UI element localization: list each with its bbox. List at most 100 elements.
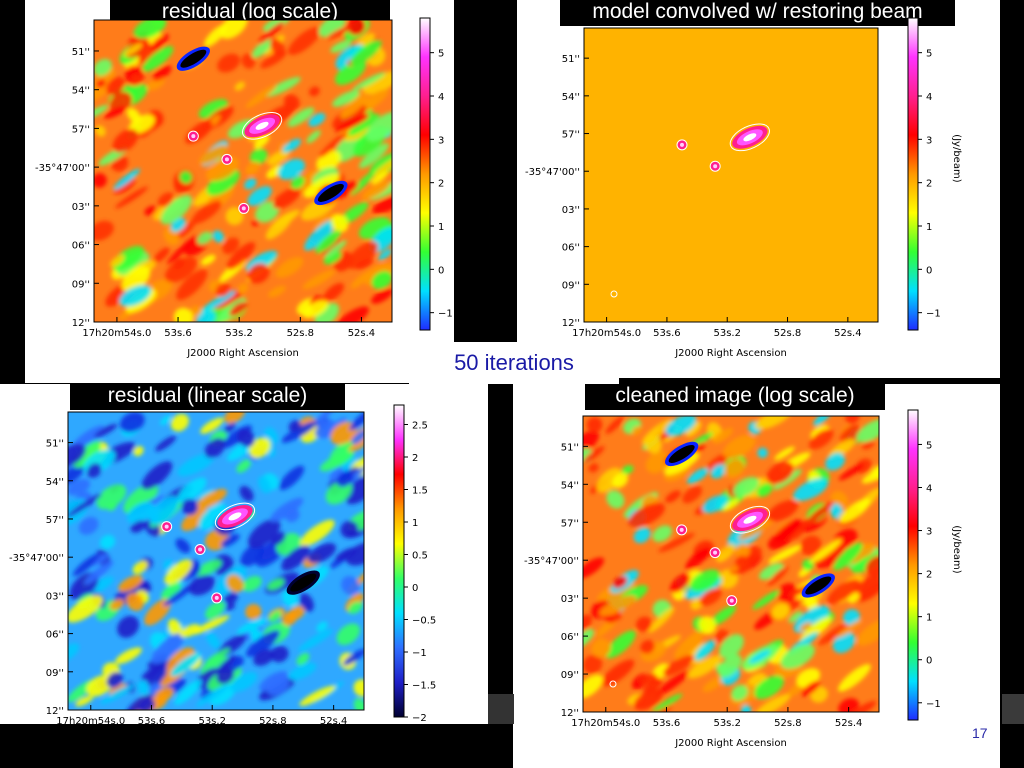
colorbar-tick-label: 1.5 [412, 486, 428, 497]
source-bright-source [729, 505, 771, 534]
negative-lobe [314, 180, 348, 206]
source-compact-source-A [676, 139, 688, 151]
negative-lobe [286, 570, 320, 595]
colorbar-tick-label: 2 [926, 570, 932, 581]
colorbar-tick-label: 0.5 [412, 551, 428, 562]
source-compact-source-B [709, 160, 721, 172]
colorbar-tick-label: −1 [926, 309, 941, 320]
colorbar-tick-label: 1 [926, 222, 932, 233]
colorbar-label: (Jy/beam) [951, 134, 962, 183]
colorbar-tick-label: 2 [926, 179, 932, 190]
colorbar-tick-label: 3 [926, 527, 932, 538]
colorbar-tick-label: −2 [412, 713, 427, 724]
y-tick-label: 09'' [46, 668, 64, 679]
decorative-strip-right [1002, 694, 1024, 724]
source-compact-source-B [221, 153, 233, 165]
y-tick-label: 57'' [562, 130, 580, 141]
colorbar: 5 4 3 2 1 0 −1 (Jy/beam) [907, 409, 962, 721]
source-bright-source [242, 111, 283, 140]
y-tick-label: 12'' [72, 318, 90, 329]
colorbar-tick-label: 3 [438, 135, 444, 146]
y-tick-label: 09'' [561, 670, 579, 681]
y-tick-label: 12'' [46, 706, 64, 717]
x-tick-label: 52s.8 [774, 718, 801, 729]
y-tick-label: 03'' [561, 594, 579, 605]
colorbar-tick-label: 5 [926, 49, 932, 60]
y-tick-label: 12'' [562, 318, 580, 329]
y-tick-label: 12'' [561, 708, 579, 719]
plot-frame [93, 19, 393, 323]
y-axis: 51'' 54'' 57'' -35°47'00'' 03'' 06'' 09'' 12'' [9, 439, 73, 717]
y-tick-label: 06'' [46, 630, 64, 641]
colorbar-tick-label: −1.5 [412, 681, 436, 692]
source-compact-source-C [726, 595, 738, 607]
negative-lobe [176, 46, 210, 71]
x-tick-label: 52s.4 [834, 328, 861, 339]
colorbar-tick-label: 2.5 [412, 421, 428, 432]
x-tick-label: 52s.8 [259, 716, 286, 727]
x-axis: 17h20m54s.0 53s.6 53s.2 52s.8 52s.4 [56, 705, 347, 727]
chart-title-cleaned: cleaned image (log scale) [585, 384, 885, 410]
colorbar-tick-label: −1 [926, 699, 941, 710]
plot-area [68, 412, 364, 710]
source-compact-source-C [211, 592, 223, 604]
colorbar-tick-label: 5 [438, 49, 444, 60]
colorbar-gradient [393, 404, 405, 718]
plot-area [583, 416, 879, 712]
y-tick-label: 54'' [562, 92, 580, 103]
y-tick-label: -35°47'00'' [35, 163, 90, 174]
y-tick-label: 06'' [561, 632, 579, 643]
slide-number: 17 [972, 725, 988, 741]
x-tick-label: 17h20m54s.0 [572, 328, 641, 339]
colorbar-tick-label: −1 [412, 648, 427, 659]
x-axis-label: J2000 Right Ascension [674, 738, 787, 749]
colorbar-tick-label: 0 [412, 583, 418, 594]
y-tick-label: 03'' [46, 591, 64, 602]
x-axis: 17h20m54s.0 53s.6 53s.2 52s.8 52s.4 [571, 707, 862, 729]
colorbar-tick-label: 2 [438, 179, 444, 190]
x-tick-label: 52s.4 [835, 718, 862, 729]
colorbar-tick-label: 0 [926, 265, 932, 276]
plot-background [584, 28, 878, 322]
negative-lobe [665, 441, 699, 467]
x-axis: 17h20m54s.0 53s.6 53s.2 52s.8 52s.4 [572, 317, 862, 339]
y-tick-label: 06'' [72, 241, 90, 252]
colorbar: 2.5 2 1.5 1 0.5 0 −0.5 −1 −1.5 −2 [393, 404, 436, 724]
y-tick-label: -35°47'00'' [9, 553, 64, 564]
y-tick-label: -35°47'00'' [525, 167, 580, 178]
colorbar-tick-label: 2 [412, 453, 418, 464]
negative-lobe [801, 573, 835, 598]
plot-area [94, 20, 392, 322]
source-compact-source-A [161, 521, 173, 533]
y-tick-label: 57'' [46, 515, 64, 526]
x-tick-label: 53s.2 [225, 328, 252, 339]
x-tick-label: 17h20m54s.0 [571, 718, 640, 729]
y-axis: 51'' 54'' 57'' -35°47'00'' 03'' 06'' 09'' 12'' [525, 54, 589, 329]
x-tick-label: 53s.6 [653, 718, 680, 729]
x-tick-label: 53s.2 [713, 328, 740, 339]
x-tick-label: 17h20m54s.0 [56, 716, 125, 727]
y-tick-label: 06'' [562, 243, 580, 254]
y-axis: 51'' 54'' 57'' -35°47'00'' 03'' 06'' 09'' 12'' [524, 442, 588, 719]
colorbar-tick-label: 1 [438, 222, 444, 233]
colorbar-tick-label: −0.5 [412, 616, 436, 627]
colorbar-tick-label: 0 [438, 265, 444, 276]
x-tick-label: 53s.6 [138, 716, 165, 727]
iterations-banner: 50 iterations [409, 342, 619, 384]
y-tick-label: 54'' [561, 480, 579, 491]
y-tick-label: 09'' [562, 280, 580, 291]
colorbar-gradient [907, 17, 919, 331]
colorbar-label: (Jy/beam) [951, 525, 962, 574]
x-tick-label: 52s.4 [320, 716, 347, 727]
colorbar-tick-label: 1 [412, 518, 418, 529]
y-tick-label: 09'' [72, 279, 90, 290]
source-compact-source-B [194, 544, 206, 556]
source-compact-source-B [709, 547, 721, 559]
x-tick-label: 17h20m54s.0 [82, 328, 151, 339]
x-axis: 17h20m54s.0 53s.6 53s.2 52s.8 52s.4 [82, 317, 375, 339]
y-tick-label: 54'' [72, 86, 90, 97]
colorbar-tick-label: 1 [926, 613, 932, 624]
y-tick-label: 54'' [46, 477, 64, 488]
